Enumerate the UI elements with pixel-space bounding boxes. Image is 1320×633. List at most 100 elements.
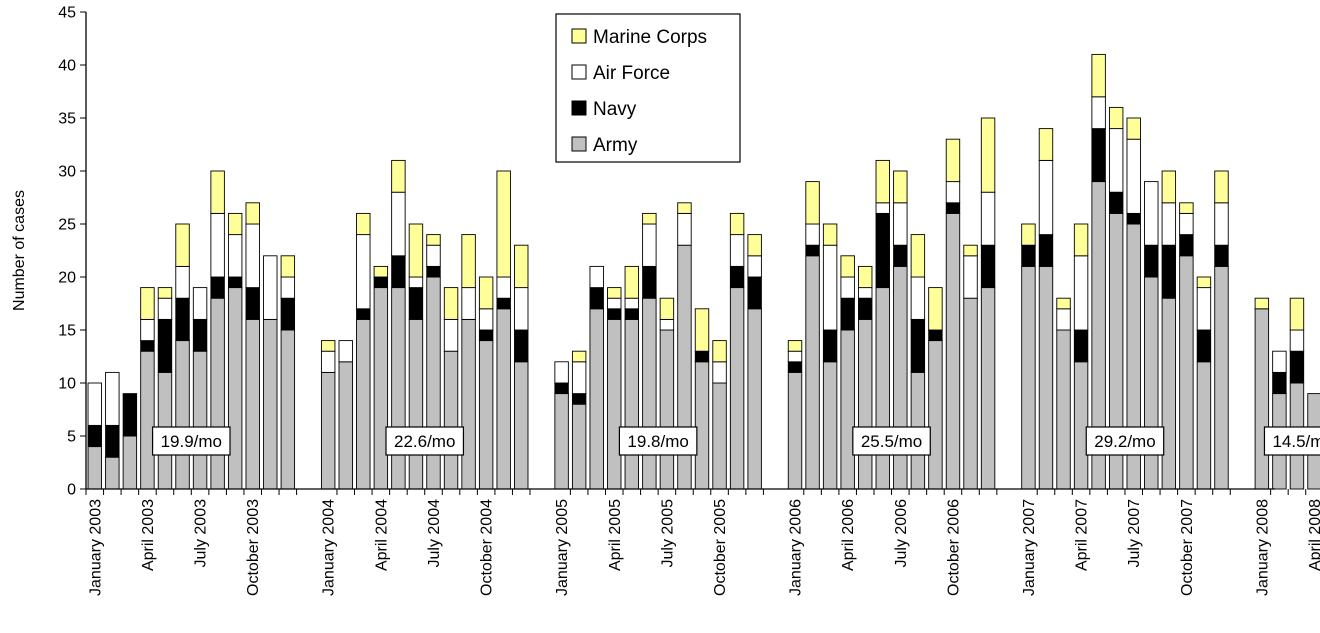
bar-segment-navy bbox=[192, 318, 208, 352]
legend-swatch bbox=[571, 64, 587, 80]
bar-march-2005 bbox=[589, 265, 604, 490]
bar-february-2003 bbox=[105, 371, 120, 490]
bar-segment-navy bbox=[280, 297, 296, 331]
bar-september-2007 bbox=[1161, 170, 1177, 490]
x-tick-label: October 2006 bbox=[945, 499, 962, 596]
bar-segment-marine bbox=[980, 117, 996, 193]
bar-segment-marine bbox=[787, 340, 803, 352]
bar-segment-army bbox=[175, 340, 190, 490]
bar-segment-airforce bbox=[1056, 308, 1071, 331]
bar-segment-navy bbox=[175, 297, 190, 342]
bar-segment-army bbox=[87, 446, 102, 490]
bar-segment-navy bbox=[571, 393, 587, 405]
yearly-average-frame bbox=[1085, 426, 1165, 456]
bar-segment-airforce bbox=[227, 234, 243, 278]
bar-segment-marine bbox=[1179, 202, 1194, 214]
bar-segment-navy bbox=[1272, 371, 1287, 395]
bar-segment-army bbox=[875, 287, 890, 490]
legend-item-navy: Navy bbox=[571, 99, 637, 120]
x-tick-label: October 2005 bbox=[712, 499, 729, 596]
bar-segment-airforce bbox=[554, 361, 569, 384]
bar-segment-army bbox=[1144, 276, 1159, 490]
bar-segment-navy bbox=[858, 297, 873, 320]
bar-segment-navy bbox=[1021, 244, 1036, 267]
bar-segment-navy bbox=[822, 329, 838, 363]
bar-segment-navy bbox=[1091, 128, 1106, 183]
yearly-average-label: 22.6/mo bbox=[394, 432, 455, 451]
bar-december-2005 bbox=[747, 234, 762, 490]
bar-march-2004 bbox=[356, 212, 371, 490]
bar-segment-navy bbox=[1108, 191, 1124, 214]
bar-december-2004 bbox=[514, 244, 529, 490]
bar-april-2005 bbox=[607, 287, 622, 490]
x-tick-label: January 2008 bbox=[1254, 499, 1271, 596]
bar-segment-army bbox=[263, 318, 278, 490]
bar-january-2003 bbox=[87, 382, 102, 490]
bar-segment-army bbox=[893, 265, 908, 490]
bar-segment-marine bbox=[1126, 117, 1141, 140]
bar-segment-marine bbox=[822, 223, 838, 246]
legend-swatch bbox=[571, 28, 587, 44]
bar-segment-airforce bbox=[245, 223, 260, 289]
bar-segment-army bbox=[408, 318, 424, 490]
bar-segment-airforce bbox=[87, 382, 102, 426]
legend-label: Army bbox=[593, 135, 638, 156]
bar-segment-airforce bbox=[712, 361, 727, 384]
bar-february-2007 bbox=[1038, 128, 1054, 490]
bar-april-2003 bbox=[140, 287, 155, 490]
bar-segment-army bbox=[571, 403, 587, 490]
bar-segment-marine bbox=[461, 234, 476, 289]
yearly-average-box: 14.5/mo bbox=[1263, 426, 1320, 456]
bar-segment-navy bbox=[227, 276, 243, 289]
bar-segment-airforce bbox=[140, 318, 155, 342]
yearly-average-label: 19.8/mo bbox=[627, 432, 688, 451]
bar-segment-army bbox=[1196, 361, 1212, 490]
bar-segment-airforce bbox=[391, 191, 406, 257]
bar-segment-navy bbox=[747, 276, 762, 310]
y-tick-label: 30 bbox=[58, 164, 76, 181]
bar-december-2003 bbox=[280, 255, 296, 490]
bar-march-2003 bbox=[122, 393, 138, 490]
bar-segment-airforce bbox=[105, 371, 120, 426]
bar-segment-navy bbox=[787, 361, 803, 373]
yearly-average-label: 14.5/mo bbox=[1272, 432, 1320, 451]
bar-segment-airforce bbox=[210, 212, 225, 278]
bar-segment-navy bbox=[426, 265, 441, 278]
bar-september-2005 bbox=[694, 308, 710, 490]
bar-may-2007 bbox=[1091, 53, 1106, 490]
bar-segment-airforce bbox=[157, 297, 173, 320]
bar-segment-airforce bbox=[408, 276, 424, 289]
bar-segment-marine bbox=[607, 287, 622, 299]
bar-segment-marine bbox=[677, 202, 692, 214]
yearly-average-box: 25.5/mo bbox=[852, 426, 931, 456]
bar-segment-marine bbox=[858, 265, 873, 289]
bar-segment-airforce bbox=[1073, 255, 1089, 331]
bar-segment-marine bbox=[373, 265, 389, 278]
bar-segment-marine bbox=[408, 223, 424, 278]
bar-february-2005 bbox=[571, 350, 587, 490]
bar-segment-navy bbox=[893, 244, 908, 267]
x-tick-label: April 2004 bbox=[373, 499, 390, 571]
legend-frame bbox=[555, 13, 741, 163]
bar-june-2007 bbox=[1108, 106, 1124, 490]
legend: Marine Corps Air Force Navy Army bbox=[555, 13, 741, 163]
yearly-average-box: 19.9/mo bbox=[151, 426, 231, 456]
bar-segment-navy bbox=[1144, 244, 1159, 278]
bar-segment-airforce bbox=[910, 276, 926, 320]
x-tick-label: April 2008 bbox=[1307, 499, 1320, 571]
bar-segment-airforce bbox=[729, 234, 745, 267]
bar-segment-navy bbox=[122, 393, 138, 437]
bar-november-2005 bbox=[729, 212, 745, 490]
bar-february-2006 bbox=[805, 181, 820, 490]
bar-segment-navy bbox=[875, 212, 890, 289]
bar-segment-marine bbox=[443, 287, 459, 320]
bar-segment-army bbox=[1161, 297, 1177, 490]
bar-segment-airforce bbox=[1038, 159, 1054, 236]
yearly-average-box: 22.6/mo bbox=[385, 426, 465, 456]
bar-segment-airforce bbox=[1108, 128, 1124, 193]
bar-segment-army bbox=[840, 329, 855, 490]
bar-october-2005 bbox=[712, 340, 727, 490]
bar-segment-marine bbox=[496, 170, 511, 278]
bar-segment-navy bbox=[1161, 244, 1177, 299]
